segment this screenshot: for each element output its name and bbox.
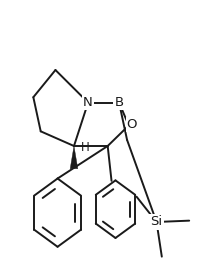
Text: N: N — [83, 96, 93, 109]
Text: B: B — [114, 96, 124, 109]
Text: H: H — [81, 141, 90, 154]
Text: O: O — [127, 118, 137, 131]
Text: Si: Si — [151, 215, 163, 229]
Polygon shape — [70, 146, 78, 169]
